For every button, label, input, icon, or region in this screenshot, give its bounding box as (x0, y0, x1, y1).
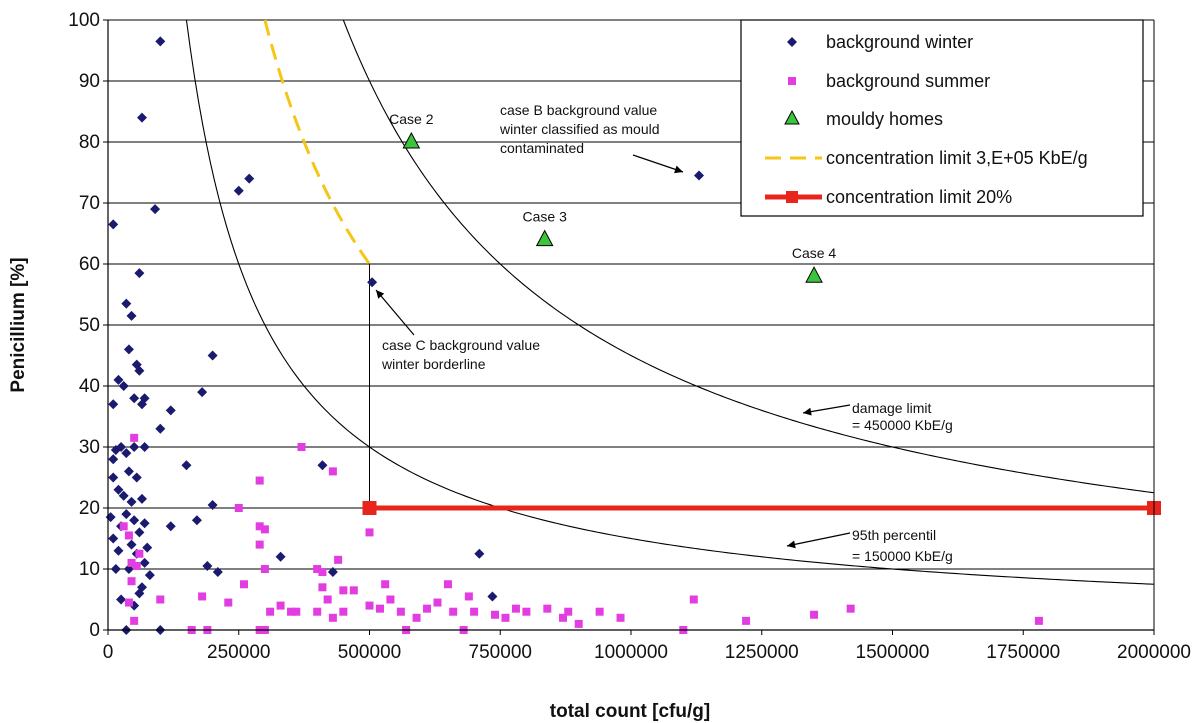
summer-point (130, 617, 138, 625)
summer-point (120, 522, 128, 530)
summer-point (130, 434, 138, 442)
summer-point (329, 614, 337, 622)
summer-point (690, 596, 698, 604)
x-tick-label: 250000 (207, 642, 270, 663)
y-tick-label: 60 (79, 254, 100, 275)
y-tick-label: 90 (79, 71, 100, 92)
legend-label: concentration limit 3,E+05 KbE/g (826, 148, 1088, 168)
summer-point (133, 562, 141, 570)
y-tick-label: 50 (79, 315, 100, 336)
legend-label: concentration limit 20% (826, 187, 1012, 207)
summer-point (559, 614, 567, 622)
summer-point (240, 580, 248, 588)
summer-point (617, 614, 625, 622)
summer-point (366, 602, 374, 610)
y-tick-label: 80 (79, 132, 100, 153)
summer-point (376, 605, 384, 613)
x-tick-label: 500000 (338, 642, 401, 663)
summer-point (313, 608, 321, 616)
summer-point (366, 528, 374, 536)
summer-point (156, 596, 164, 604)
legend-summer-marker (788, 77, 796, 85)
y-axis-title: Penicillium [%] (8, 257, 29, 392)
x-tick-label: 1500000 (856, 642, 930, 663)
y-tick-label: 70 (79, 193, 100, 214)
summer-point (324, 596, 332, 604)
summer-point (512, 605, 520, 613)
summer-point (381, 580, 389, 588)
summer-point (386, 596, 394, 604)
summer-point (491, 611, 499, 619)
summer-point (350, 586, 358, 594)
summer-point (266, 608, 274, 616)
case-label: Case 3 (523, 209, 568, 225)
summer-point (318, 583, 326, 591)
legend-label: background winter (826, 32, 973, 52)
summer-point (501, 614, 509, 622)
x-tick-label: 2000000 (1117, 642, 1191, 663)
summer-point (847, 605, 855, 613)
y-tick-label: 0 (89, 620, 100, 641)
summer-point (339, 608, 347, 616)
summer-point (522, 608, 530, 616)
x-axis-title: total count [cfu/g] (550, 701, 710, 722)
y-tick-label: 40 (79, 376, 100, 397)
summer-point (810, 611, 818, 619)
concentration-limit-marker (363, 501, 377, 515)
case-label: Case 2 (389, 111, 434, 127)
summer-point (543, 605, 551, 613)
summer-point (261, 565, 269, 573)
legend-label: mouldy homes (826, 109, 943, 129)
summer-point (433, 599, 441, 607)
case-label: Case 4 (792, 245, 837, 261)
summer-point (135, 550, 143, 558)
y-tick-label: 30 (79, 437, 100, 458)
summer-point (292, 608, 300, 616)
summer-point (198, 592, 206, 600)
x-tick-label: 1750000 (986, 642, 1060, 663)
summer-point (742, 617, 750, 625)
summer-point (1035, 617, 1043, 625)
summer-point (125, 531, 133, 539)
summer-point (449, 608, 457, 616)
summer-point (277, 602, 285, 610)
summer-point (339, 586, 347, 594)
x-tick-label: 0 (103, 642, 114, 663)
x-tick-label: 750000 (469, 642, 532, 663)
y-tick-label: 10 (79, 559, 100, 580)
summer-point (334, 556, 342, 564)
summer-point (329, 467, 337, 475)
summer-point (413, 614, 421, 622)
legend: background winter background summer mouldy… (741, 20, 1143, 216)
summer-point (397, 608, 405, 616)
summer-point (125, 599, 133, 607)
summer-point (224, 599, 232, 607)
summer-point (261, 525, 269, 533)
summer-point (423, 605, 431, 613)
x-tick-label: 1000000 (594, 642, 668, 663)
y-tick-label: 20 (79, 498, 100, 519)
summer-point (235, 504, 243, 512)
x-tick-label: 1250000 (725, 642, 799, 663)
summer-point (596, 608, 604, 616)
summer-point (298, 443, 306, 451)
summer-point (465, 592, 473, 600)
summer-point (470, 608, 478, 616)
summer-point (444, 580, 452, 588)
legend-label: background summer (826, 71, 990, 91)
y-tick-label: 100 (68, 10, 100, 31)
summer-point (318, 568, 326, 576)
summer-point (575, 620, 583, 628)
summer-point (256, 477, 264, 485)
summer-point (256, 541, 264, 549)
legend-red-marker (786, 191, 798, 203)
summer-point (128, 577, 136, 585)
